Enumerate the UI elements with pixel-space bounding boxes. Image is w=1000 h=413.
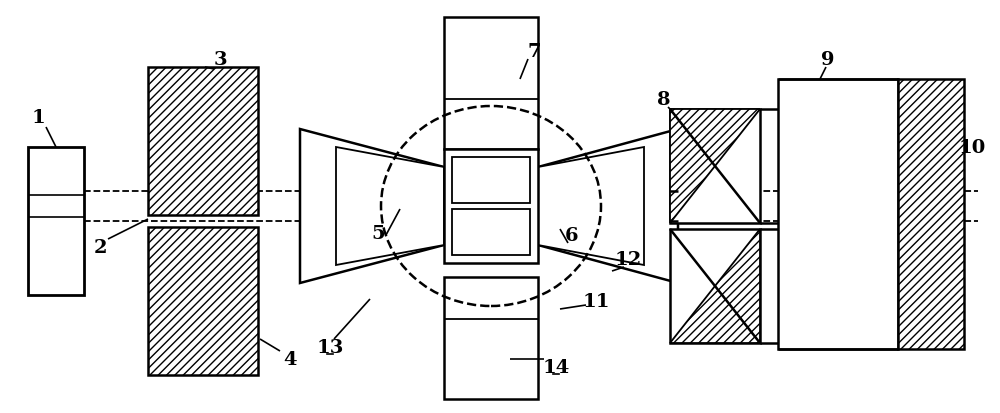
Bar (452, 209, 530, 255)
Bar (28, 147, 84, 295)
Text: 14: 14 (542, 358, 570, 376)
Bar (452, 158, 530, 204)
Text: 1: 1 (31, 109, 45, 127)
Text: 4: 4 (283, 350, 297, 368)
Text: 10: 10 (958, 139, 986, 157)
Polygon shape (538, 130, 678, 283)
Polygon shape (670, 110, 760, 223)
Text: 12: 12 (614, 250, 642, 268)
Text: 3: 3 (213, 51, 227, 69)
Text: 5: 5 (371, 224, 385, 242)
Text: 13: 13 (316, 338, 344, 356)
Text: 7: 7 (527, 43, 541, 61)
Bar (148, 68, 258, 216)
Text: 6: 6 (565, 226, 579, 244)
Bar (670, 230, 760, 343)
Bar (444, 277, 538, 399)
Polygon shape (336, 147, 444, 266)
Text: 11: 11 (582, 292, 610, 310)
Polygon shape (300, 130, 444, 283)
Bar (444, 150, 538, 263)
Text: 8: 8 (657, 91, 671, 109)
Polygon shape (670, 230, 760, 343)
Bar (148, 228, 258, 375)
Text: 9: 9 (821, 51, 835, 69)
Bar (670, 110, 760, 223)
Text: 2: 2 (93, 238, 107, 256)
Polygon shape (538, 147, 644, 266)
Bar (898, 80, 964, 349)
Bar (444, 18, 538, 150)
Bar (778, 80, 898, 349)
